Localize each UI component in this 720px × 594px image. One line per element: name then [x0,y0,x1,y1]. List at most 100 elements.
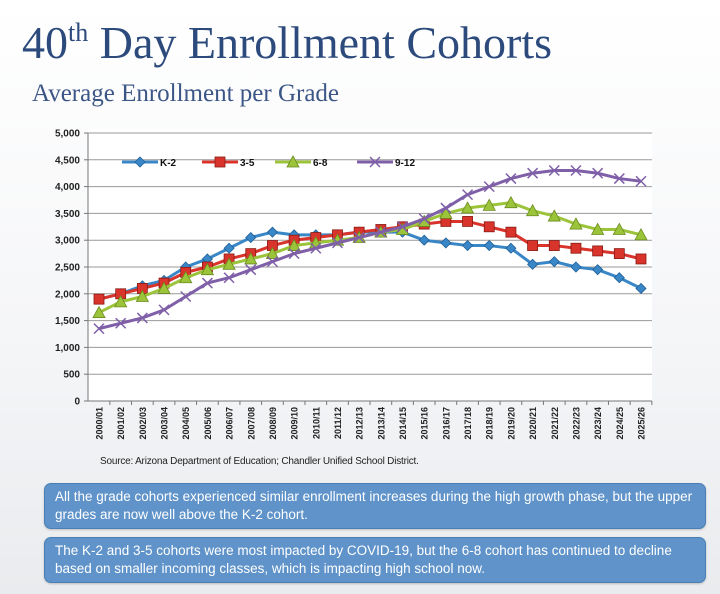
x-tick-label: 2012/13 [355,407,365,440]
y-tick-label: 1,000 [55,343,80,354]
data-point-6-8 [157,281,171,294]
series-9-12 [93,164,647,335]
data-point-6-8 [482,198,496,211]
legend-item-3-5: 3-5 [202,156,255,169]
y-tick-label: 1,500 [55,316,80,327]
x-tick-label: 2007/08 [246,407,256,440]
data-point-6-8 [460,201,475,214]
legend-label: K-2 [160,158,177,169]
data-point-9-12 [180,290,192,303]
x-tick-label: 2010/11 [311,407,321,439]
data-point-k-2 [461,239,474,252]
legend-item-9-12: 9-12 [357,156,415,169]
data-point-9-12 [375,226,387,238]
data-point-9-12 [613,173,625,185]
x-tick-label: 2008/09 [268,407,278,440]
data-point-9-12 [592,167,604,179]
x-tick-label: 2014/15 [398,407,408,440]
data-point-6-8 [135,289,150,302]
data-point-3-5 [570,242,582,254]
x-tick-label: 2023/24 [593,407,603,440]
data-point-3-5 [613,248,625,260]
data-point-k-2 [418,234,430,246]
x-tick-label: 2021/22 [550,407,560,440]
data-point-6-8 [590,222,605,235]
y-tick-label: 3,500 [55,209,80,220]
data-point-6-8 [222,257,236,270]
y-tick-label: 4,500 [55,155,80,166]
y-tick-label: 3,000 [55,236,80,247]
data-point-k-2 [613,272,625,284]
data-point-9-12 [288,248,300,260]
page-title: 40th Day Enrollment Cohorts [22,16,552,69]
x-tick-label: 2009/10 [290,407,300,440]
legend-item-6-8: 6-8 [275,155,328,169]
data-point-6-8 [439,206,453,219]
data-point-3-5 [635,253,647,265]
series-line-9-12 [98,169,642,331]
y-tick-label: 4,000 [55,182,80,193]
note-box-2: The K-2 and 3-5 cohorts were most impact… [44,537,706,583]
title-number: 40 [22,17,68,68]
data-point-k-2 [266,226,279,238]
page-subtitle: Average Enrollment per Grade [32,80,340,107]
data-point-6-8 [634,228,648,241]
legend-marker [369,156,381,168]
x-tick-label: 2017/18 [463,407,473,440]
legend-label: 3-5 [240,158,255,169]
source-note: Source: Arizona Department of Education;… [100,456,419,467]
x-tick-label: 2006/07 [225,407,235,440]
data-point-6-8 [179,270,193,284]
data-point-9-12 [136,312,148,324]
data-point-9-12 [418,213,430,225]
data-point-k-2 [592,264,604,276]
data-point-9-12 [201,277,213,289]
data-point-6-8 [114,295,128,308]
legend-item-k-2: K-2 [122,156,177,169]
data-point-6-8 [547,209,561,222]
data-point-9-12 [527,167,539,179]
x-tick-label: 2011/12 [333,407,343,439]
data-point-9-12 [440,202,452,214]
data-point-k-2 [527,258,539,270]
x-tick-label: 2016/17 [441,407,451,440]
data-point-k-2 [440,237,452,249]
x-tick-label: 2020/21 [528,407,538,440]
data-point-k-2 [245,231,257,244]
data-point-3-5 [483,221,495,233]
data-point-6-8 [504,195,518,209]
data-point-9-12 [331,237,344,249]
data-point-9-12 [548,164,560,177]
data-point-9-12 [115,317,127,329]
data-point-6-8 [569,217,583,230]
data-point-9-12 [505,173,517,185]
y-tick-label: 0 [74,397,80,408]
x-tick-label: 2000/01 [95,407,105,440]
data-point-9-12 [635,175,647,187]
y-tick-label: 500 [63,370,80,381]
data-point-3-5 [505,226,517,238]
line-chart: 0 500 1,000 1,500 2,000 2,500 3,000 3,500 4,000 4… [55,129,653,440]
data-point-k-2 [570,261,582,273]
data-point-6-8 [525,203,540,217]
data-point-3-5 [527,240,538,251]
y-tick-label: 2,500 [55,263,80,274]
data-point-9-12 [310,242,322,254]
x-tick-label: 2015/16 [420,407,430,440]
x-tick-label: 2025/26 [637,407,647,440]
x-tick-label: 2018/19 [485,407,495,440]
data-point-9-12 [93,323,105,335]
data-point-9-12 [223,272,235,284]
data-point-3-5 [592,245,604,257]
data-point-9-12 [266,256,278,268]
data-point-9-12 [158,304,170,316]
legend-label: 6-8 [313,158,328,169]
data-point-9-12 [570,164,582,177]
data-point-9-12 [483,181,495,193]
data-point-6-8 [265,246,280,260]
x-tick-label: 2019/20 [506,407,516,440]
y-tick-label: 5,000 [55,129,80,140]
data-point-k-2 [548,256,560,268]
data-point-9-12 [462,189,474,201]
data-point-k-2 [505,242,517,254]
